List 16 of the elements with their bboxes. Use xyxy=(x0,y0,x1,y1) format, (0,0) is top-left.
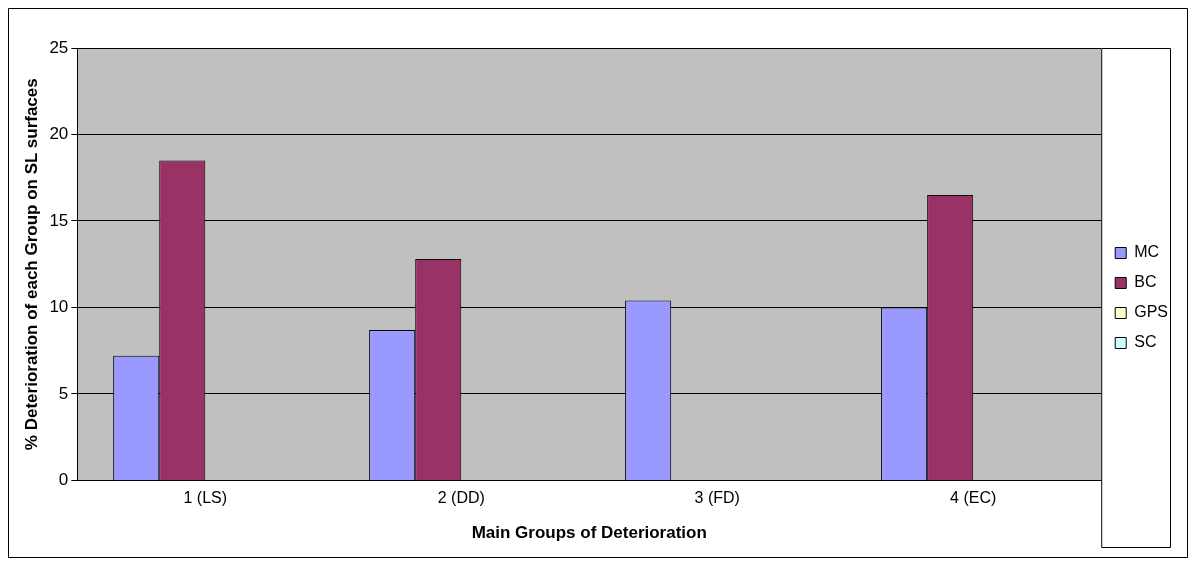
x-tick-label: 3 (FD) xyxy=(694,489,740,507)
x-axis-title: Main Groups of Deterioration xyxy=(471,523,707,543)
x-tick-label: 1 (LS) xyxy=(183,489,228,507)
y-axis-title: % Deterioration of each Group on SL surfaces xyxy=(21,78,41,451)
y-tick-label: 25 xyxy=(49,37,69,57)
y-tick-label: 0 xyxy=(58,470,69,490)
y-tick-label: 15 xyxy=(49,210,69,230)
x-tick-label: 2 (DD) xyxy=(437,489,485,507)
y-tick-label: 5 xyxy=(58,383,69,403)
legend-label: SC xyxy=(1134,333,1157,351)
legend-label: MC xyxy=(1134,243,1160,261)
legend-label: BC xyxy=(1134,273,1157,291)
legend-label: GPS xyxy=(1134,303,1169,321)
y-tick-label: 10 xyxy=(49,297,69,317)
y-tick-label: 20 xyxy=(49,124,69,144)
x-tick-label: 4 (EC) xyxy=(950,489,997,507)
